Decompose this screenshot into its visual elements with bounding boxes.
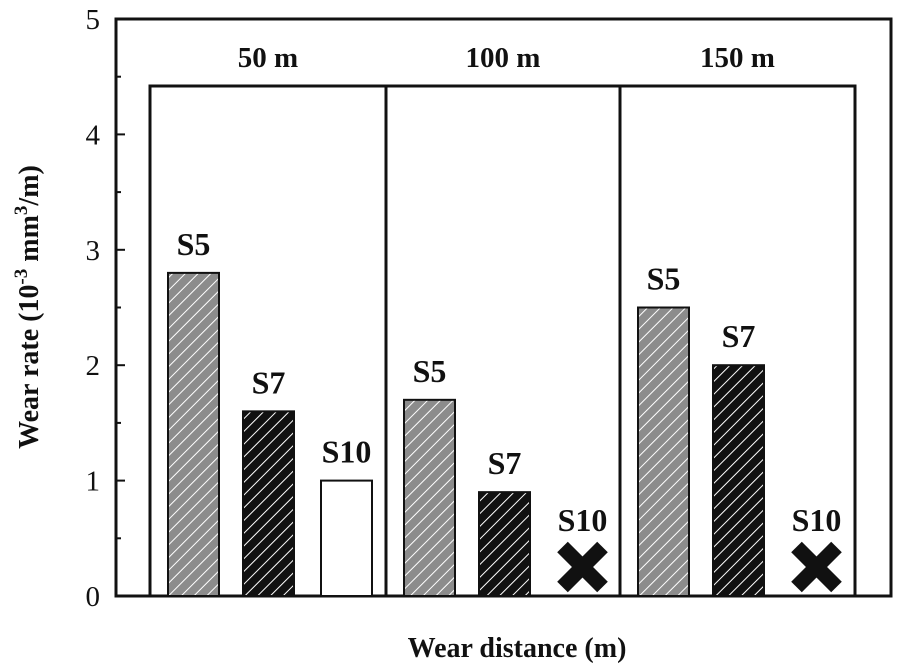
x-axis-label: Wear distance (m): [408, 633, 627, 664]
y-tick-label-5: 5: [86, 4, 101, 36]
bars: S5 S7 S10 S5 S7 S10 S5 S7 S10: [167, 226, 842, 598]
bar-label-2-0: S5: [647, 261, 681, 297]
bar-label-0-0: S5: [177, 226, 211, 262]
y-tick-label-0: 0: [86, 581, 101, 613]
cross-icon-1-2: [557, 541, 608, 593]
bar-label-2-2: S10: [792, 502, 842, 538]
bar-label-1-1: S7: [488, 445, 522, 481]
group-label-2: 150 m: [700, 42, 775, 74]
y-tick-label-2: 2: [86, 350, 101, 382]
bar-label-0-2: S10: [322, 434, 372, 470]
y-tick-label-3: 3: [86, 235, 101, 267]
group-label-0: 50 m: [238, 42, 298, 74]
bar-0-0: [167, 271, 220, 597]
bar-0-2: [320, 479, 373, 598]
bar-0-1: [242, 410, 295, 597]
bar-label-0-1: S7: [252, 364, 286, 400]
y-axis-label-mid: mm: [14, 215, 45, 269]
bar-1-1: [478, 491, 531, 598]
bar-2-1: [712, 364, 765, 598]
y-axis-label-end: /m): [14, 165, 45, 206]
y-axis-label: Wear rate (10-3 mm3/m): [11, 165, 45, 449]
bar-label-1-2: S10: [558, 502, 608, 538]
y-tick-label-1: 1: [86, 466, 101, 498]
group-labels: 50 m 100 m 150 m: [238, 42, 775, 74]
y-axis-label-main: Wear rate (10: [14, 285, 45, 449]
y-axis-label-exp2: 3: [11, 206, 32, 216]
bar-2-0: [637, 306, 690, 597]
y-tick-label-4: 4: [86, 119, 101, 151]
y-axis-label-exp1: -3: [11, 269, 32, 285]
bar-label-2-1: S7: [722, 318, 756, 354]
cross-icon-2-2: [791, 541, 842, 593]
y-axis: 0 1 2 3 4 5: [86, 4, 125, 613]
bar-1-0: [403, 398, 456, 597]
group-label-1: 100 m: [466, 42, 541, 74]
bar-label-1-0: S5: [413, 353, 447, 389]
